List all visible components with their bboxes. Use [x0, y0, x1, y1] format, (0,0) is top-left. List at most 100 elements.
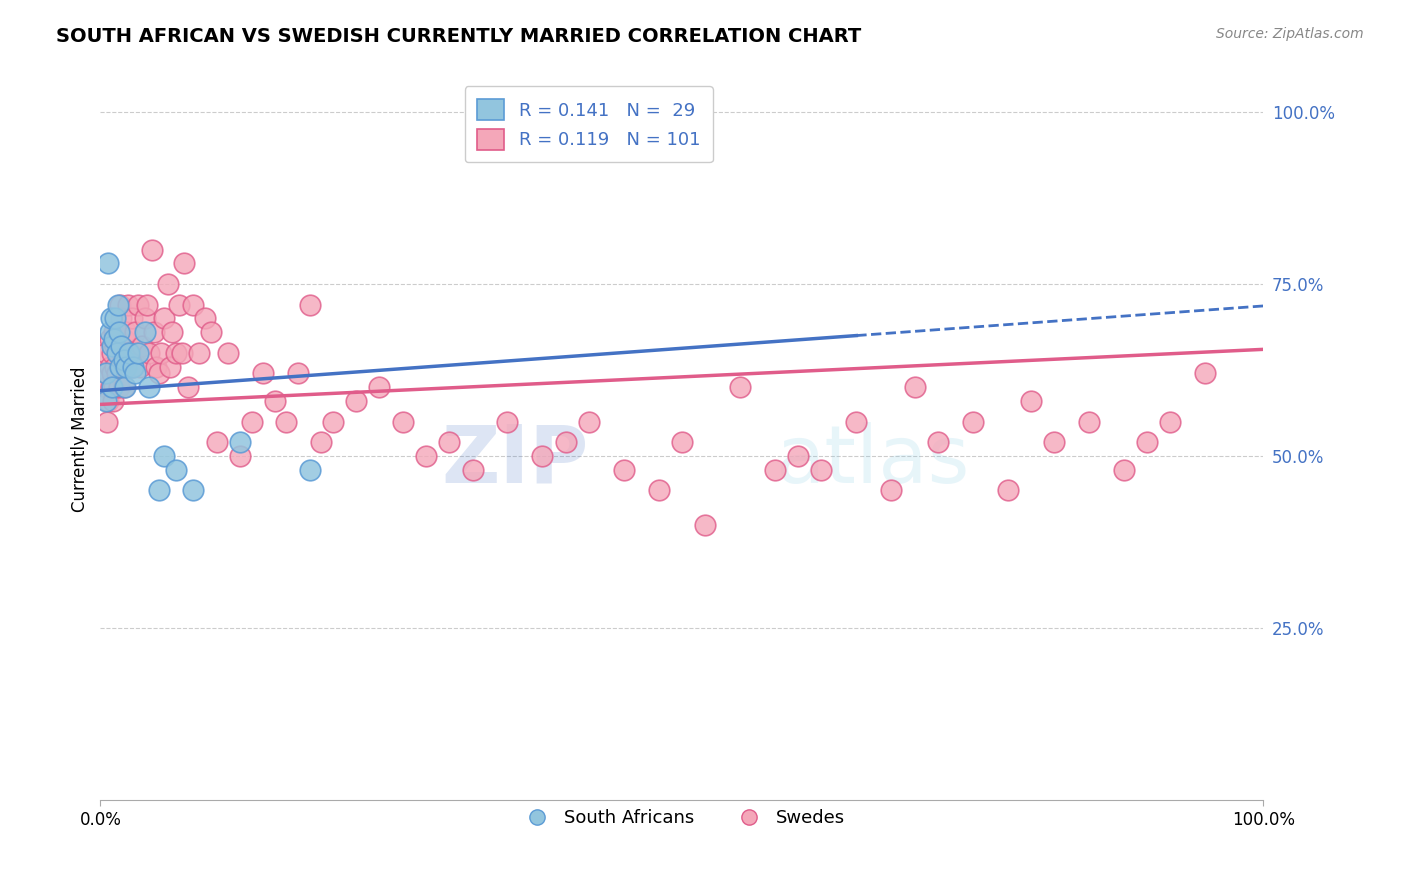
Point: [118, 359, 141, 374]
Point: [135, 297, 157, 311]
Point: [194, 311, 217, 326]
Point: [110, 339, 132, 353]
Point: [322, 415, 344, 429]
Point: [100, 380, 122, 394]
Text: SOUTH AFRICAN VS SWEDISH CURRENTLY MARRIED CORRELATION CHART: SOUTH AFRICAN VS SWEDISH CURRENTLY MARRI…: [56, 27, 862, 45]
Point: [1194, 367, 1216, 381]
Point: [845, 415, 868, 429]
Point: [105, 367, 128, 381]
Point: [217, 345, 239, 359]
Point: [613, 463, 636, 477]
Point: [114, 359, 136, 374]
Point: [134, 311, 156, 326]
Point: [997, 483, 1019, 498]
Point: [1112, 463, 1135, 477]
Point: [344, 394, 367, 409]
Point: [368, 380, 391, 394]
Point: [1078, 415, 1101, 429]
Point: [111, 345, 134, 359]
Point: [148, 367, 170, 381]
Point: [787, 449, 810, 463]
Point: [153, 449, 176, 463]
Point: [121, 311, 143, 326]
Point: [148, 483, 170, 498]
Point: [105, 345, 128, 359]
Point: [108, 359, 131, 374]
Point: [108, 297, 131, 311]
Point: [962, 415, 984, 429]
Point: [728, 380, 751, 394]
Legend: South Africans, Swedes: South Africans, Swedes: [512, 802, 852, 835]
Point: [138, 380, 160, 394]
Point: [110, 311, 132, 326]
Point: [138, 345, 160, 359]
Point: [810, 463, 832, 477]
Point: [127, 297, 149, 311]
Point: [112, 380, 135, 394]
Point: [391, 415, 413, 429]
Point: [162, 325, 184, 339]
Point: [415, 449, 437, 463]
Point: [531, 449, 554, 463]
Point: [165, 345, 187, 359]
Point: [131, 339, 153, 353]
Point: [141, 243, 163, 257]
Point: [112, 352, 135, 367]
Point: [101, 380, 124, 394]
Point: [149, 345, 172, 359]
Point: [880, 483, 903, 498]
Point: [115, 345, 138, 359]
Point: [107, 345, 129, 359]
Point: [1159, 415, 1181, 429]
Point: [763, 463, 786, 477]
Point: [98, 332, 121, 346]
Point: [165, 463, 187, 477]
Point: [142, 325, 165, 339]
Point: [127, 345, 149, 359]
Point: [103, 380, 125, 394]
Point: [124, 325, 146, 339]
Point: [100, 311, 122, 326]
Point: [118, 345, 141, 359]
Point: [276, 415, 298, 429]
Point: [108, 325, 131, 339]
Point: [298, 297, 321, 311]
Point: [252, 367, 274, 381]
Point: [671, 435, 693, 450]
Point: [205, 435, 228, 450]
Point: [104, 311, 127, 326]
Point: [159, 359, 181, 374]
Point: [183, 483, 205, 498]
Point: [103, 332, 125, 346]
Point: [98, 359, 121, 374]
Point: [188, 345, 211, 359]
Point: [695, 517, 717, 532]
Point: [153, 311, 176, 326]
Point: [647, 483, 669, 498]
Y-axis label: Currently Married: Currently Married: [72, 366, 89, 512]
Point: [104, 359, 127, 374]
Point: [101, 339, 124, 353]
Point: [263, 394, 285, 409]
Point: [170, 345, 193, 359]
Point: [114, 380, 136, 394]
Point: [1019, 394, 1042, 409]
Point: [122, 359, 145, 374]
Text: ZIP: ZIP: [441, 422, 589, 500]
Point: [124, 367, 146, 381]
Point: [103, 325, 125, 339]
Point: [554, 435, 576, 450]
Text: Source: ZipAtlas.com: Source: ZipAtlas.com: [1216, 27, 1364, 41]
Text: atlas: atlas: [775, 422, 969, 500]
Point: [96, 380, 118, 394]
Point: [96, 367, 118, 381]
Point: [115, 359, 138, 374]
Point: [104, 339, 127, 353]
Point: [97, 256, 120, 270]
Point: [110, 359, 132, 374]
Point: [183, 297, 205, 311]
Point: [927, 435, 949, 450]
Point: [1043, 435, 1066, 450]
Point: [169, 297, 191, 311]
Point: [120, 345, 142, 359]
